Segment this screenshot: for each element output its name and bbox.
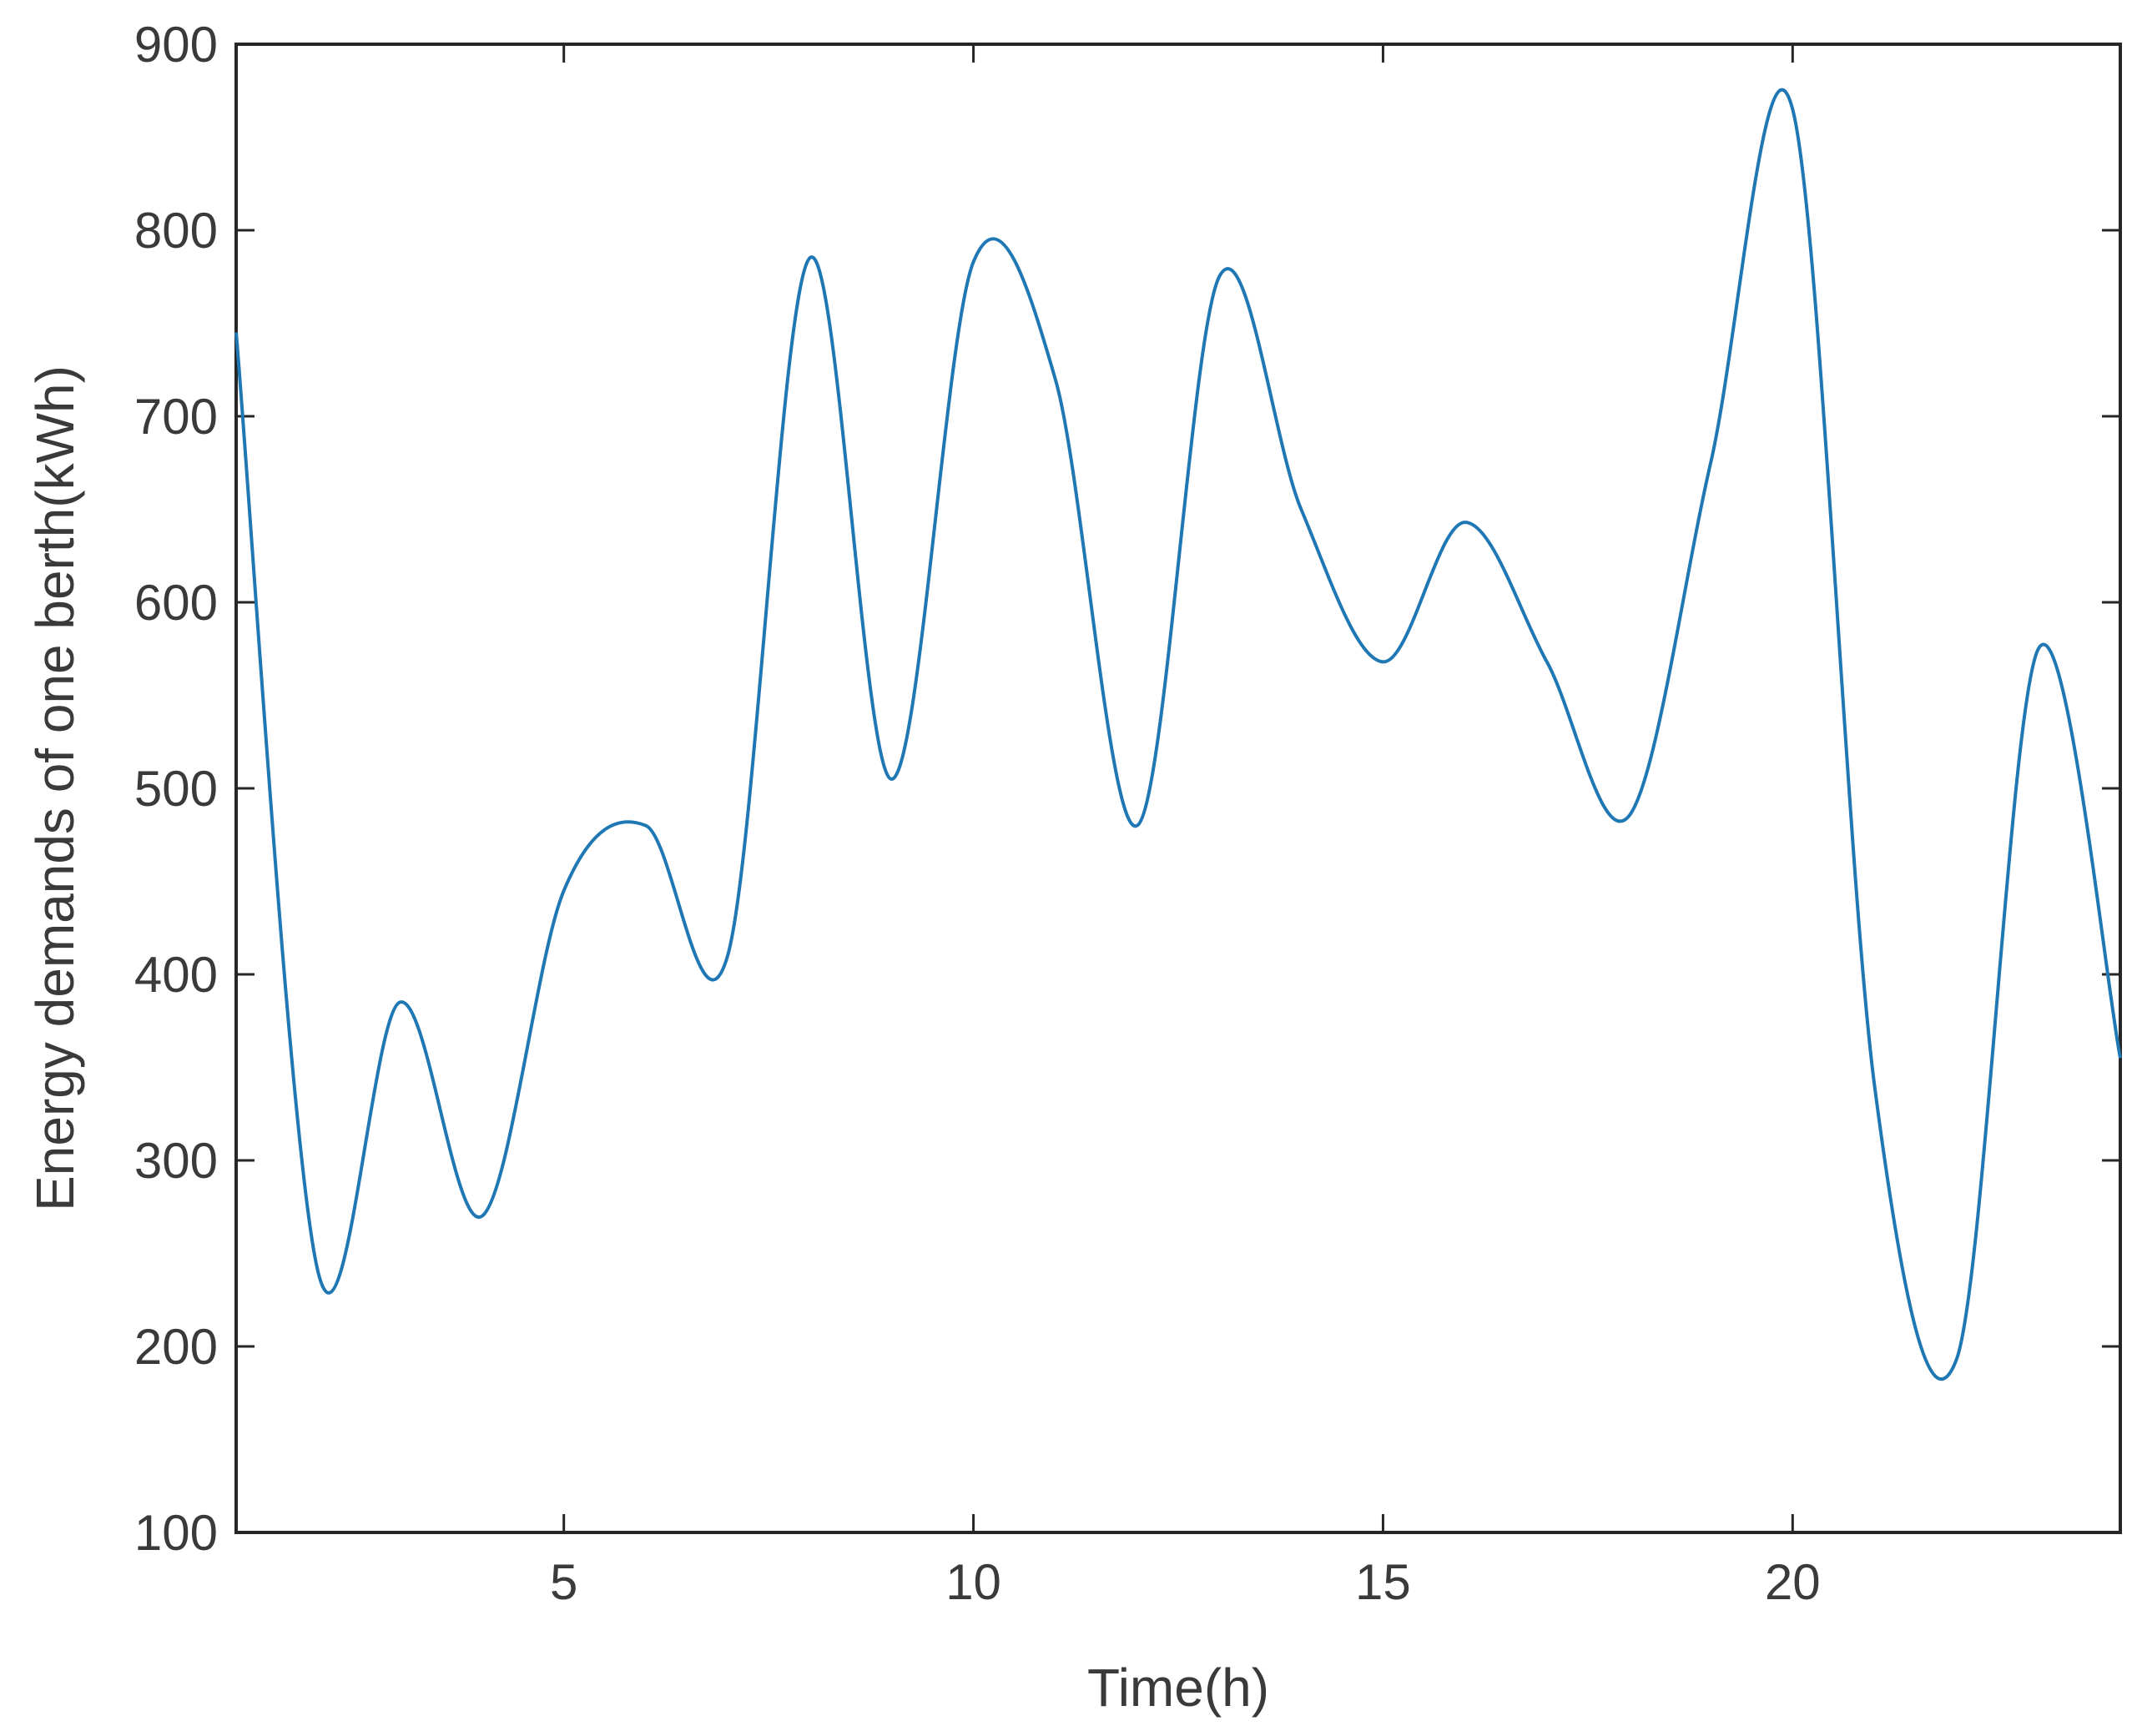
y-tick-label: 500	[134, 761, 218, 817]
x-tick-label: 5	[550, 1554, 577, 1610]
y-tick-label: 200	[134, 1319, 218, 1375]
y-tick-label: 600	[134, 575, 218, 631]
x-tick-label: 15	[1355, 1554, 1411, 1610]
plot-area	[234, 43, 2122, 1534]
x-axis-ticks: 5 10 15 20	[550, 44, 1821, 1610]
series-line	[234, 88, 2122, 1381]
y-tick-label: 800	[134, 203, 218, 259]
y-axis-ticks: 100 200 300 400 500 600 700 800 900	[134, 17, 2120, 1561]
y-tick-label: 900	[134, 17, 218, 73]
y-tick-label: 100	[134, 1505, 218, 1561]
x-tick-label: 10	[945, 1554, 1001, 1610]
x-axis-label: Time(h)	[1087, 1658, 1269, 1718]
y-tick-label: 700	[134, 389, 218, 445]
series-group	[234, 88, 2122, 1381]
x-tick-label: 20	[1765, 1554, 1821, 1610]
y-tick-label: 400	[134, 947, 218, 1003]
y-axis-label: Energy demands of one berth(kWh)	[25, 365, 85, 1211]
y-tick-label: 300	[134, 1133, 218, 1189]
